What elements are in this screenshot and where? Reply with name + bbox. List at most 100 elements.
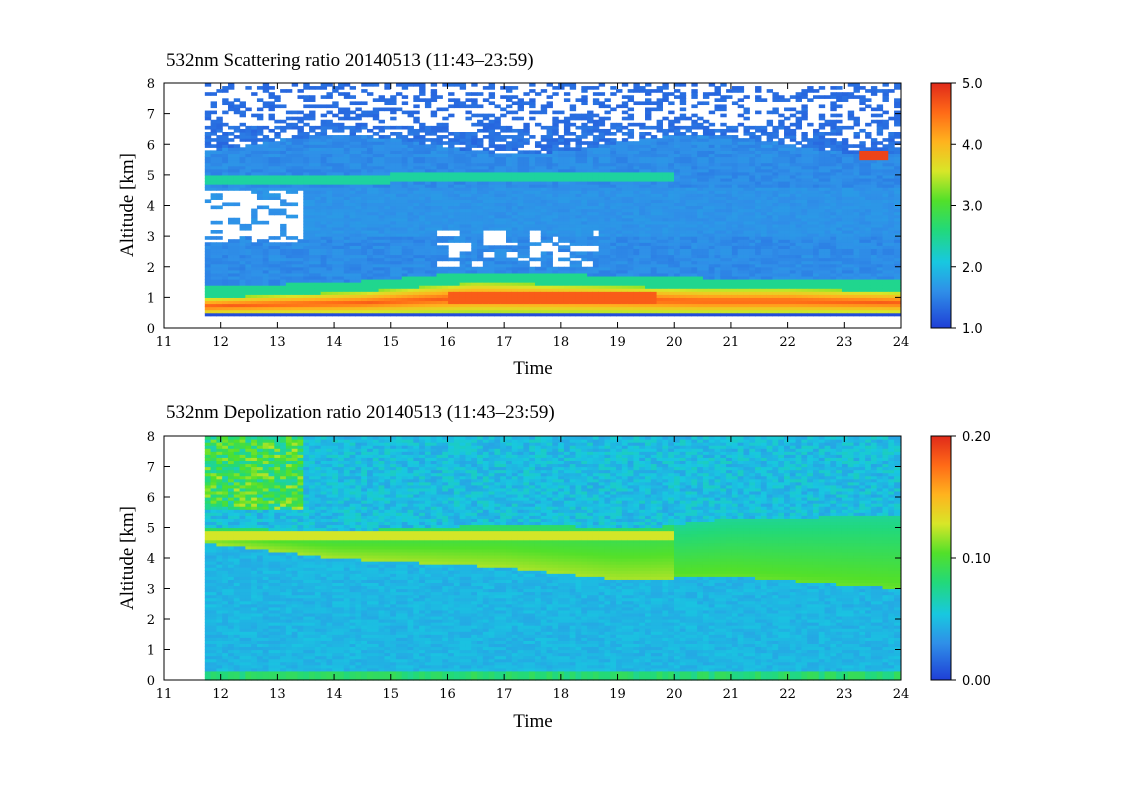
heatmap-cell <box>355 196 362 200</box>
heatmap-cell <box>291 168 299 173</box>
heatmap-cell <box>367 279 374 283</box>
heatmap-cell <box>274 95 281 99</box>
heatmap-cell <box>303 285 310 289</box>
heatmap-cell <box>378 168 385 173</box>
heatmap-cell <box>453 147 461 151</box>
heatmap-cell <box>245 285 252 289</box>
heatmap-cell <box>361 202 368 207</box>
heatmap-cell <box>245 236 252 240</box>
heatmap-cell <box>233 128 241 133</box>
heatmap-cell <box>367 312 374 317</box>
heatmap-cell <box>291 141 299 145</box>
heatmap-cell <box>204 132 212 136</box>
heatmap-cell <box>361 285 368 289</box>
heatmap-cell <box>297 282 304 286</box>
heatmap-cell <box>280 291 287 295</box>
heatmap-cell <box>326 153 333 158</box>
heatmap-cell <box>245 248 252 253</box>
heatmap-cell <box>372 208 380 213</box>
heatmap-cell <box>326 239 333 243</box>
heatmap-cell <box>558 245 565 249</box>
heatmap-cell <box>355 211 362 216</box>
heatmap-cell <box>621 116 629 121</box>
heatmap-cell <box>372 309 380 314</box>
heatmap-cell <box>245 245 252 249</box>
heatmap-cell <box>401 153 409 158</box>
heatmap-cell <box>355 159 362 164</box>
heatmap-cell <box>303 181 310 185</box>
heatmap-cell <box>610 138 617 142</box>
heatmap-cell <box>367 150 374 155</box>
heatmap-cell <box>361 312 368 317</box>
heatmap-cell <box>367 263 374 268</box>
heatmap-cell <box>320 279 328 283</box>
heatmap-cell <box>297 150 304 155</box>
heatmap-cell <box>604 138 611 142</box>
heatmap-cell <box>303 174 310 179</box>
heatmap-cell <box>401 162 409 167</box>
heatmap-cell <box>280 181 287 185</box>
heatmap-cell <box>326 236 333 240</box>
heatmap-cell <box>239 104 246 109</box>
heatmap-cell <box>297 248 304 253</box>
heatmap-cell <box>627 128 635 133</box>
heatmap-cell <box>274 245 281 249</box>
heatmap-cell <box>216 236 223 240</box>
heatmap-cell <box>413 95 420 99</box>
heatmap-cell <box>314 275 322 280</box>
heatmap-cell <box>320 248 328 253</box>
heatmap-cell <box>268 187 275 191</box>
heatmap-cell <box>285 245 293 249</box>
heatmap-cell <box>384 294 391 298</box>
heatmap-cell <box>343 217 351 222</box>
heatmap-cell <box>372 220 380 225</box>
heatmap-cell <box>268 101 275 106</box>
heatmap-cell <box>540 144 548 148</box>
heatmap-cell <box>361 159 368 164</box>
heatmap-cell <box>291 260 299 265</box>
heatmap-cell <box>343 300 351 305</box>
heatmap-cell <box>453 98 461 102</box>
heatmap-cell <box>343 230 351 234</box>
heatmap-cell <box>285 171 293 176</box>
heatmap-cell <box>378 297 385 302</box>
heatmap-cell <box>256 282 264 286</box>
heatmap-cell <box>320 300 328 305</box>
heatmap-cell <box>569 122 577 127</box>
heatmap-cell <box>280 171 287 176</box>
heatmap-cell <box>395 138 403 142</box>
heatmap-cell <box>204 138 212 142</box>
heatmap-cell <box>262 309 270 314</box>
heatmap-cell <box>384 257 391 262</box>
heatmap-cell <box>372 297 380 302</box>
heatmap-cell <box>309 294 316 298</box>
heatmap-cell <box>477 266 484 271</box>
heatmap-cell <box>309 162 316 167</box>
heatmap-cell <box>326 138 333 142</box>
heatmap-cell <box>314 291 322 295</box>
heatmap-cell <box>303 98 310 102</box>
heatmap-cell <box>361 184 368 188</box>
heatmap-cell <box>222 272 229 277</box>
heatmap-cell <box>482 245 490 249</box>
heatmap-cell <box>390 223 397 228</box>
heatmap-cell <box>210 125 217 130</box>
heatmap-cell <box>239 288 246 292</box>
heatmap-cell <box>384 162 391 167</box>
heatmap-cell <box>204 279 212 283</box>
heatmap-cell <box>285 125 293 130</box>
heatmap-cell <box>401 171 409 176</box>
heatmap-cell <box>395 205 403 210</box>
heatmap-cell <box>390 208 397 213</box>
heatmap-cell <box>204 297 212 302</box>
heatmap-cell <box>222 110 229 115</box>
heatmap-cell <box>245 177 252 182</box>
heatmap-cell <box>233 202 241 207</box>
heatmap-cell <box>332 156 339 161</box>
heatmap-cell <box>314 245 322 249</box>
heatmap-cell <box>436 95 443 99</box>
heatmap-cell <box>262 187 270 191</box>
heatmap-cell <box>546 251 553 256</box>
heatmap-cell <box>349 125 357 130</box>
heatmap-cell <box>529 266 536 271</box>
